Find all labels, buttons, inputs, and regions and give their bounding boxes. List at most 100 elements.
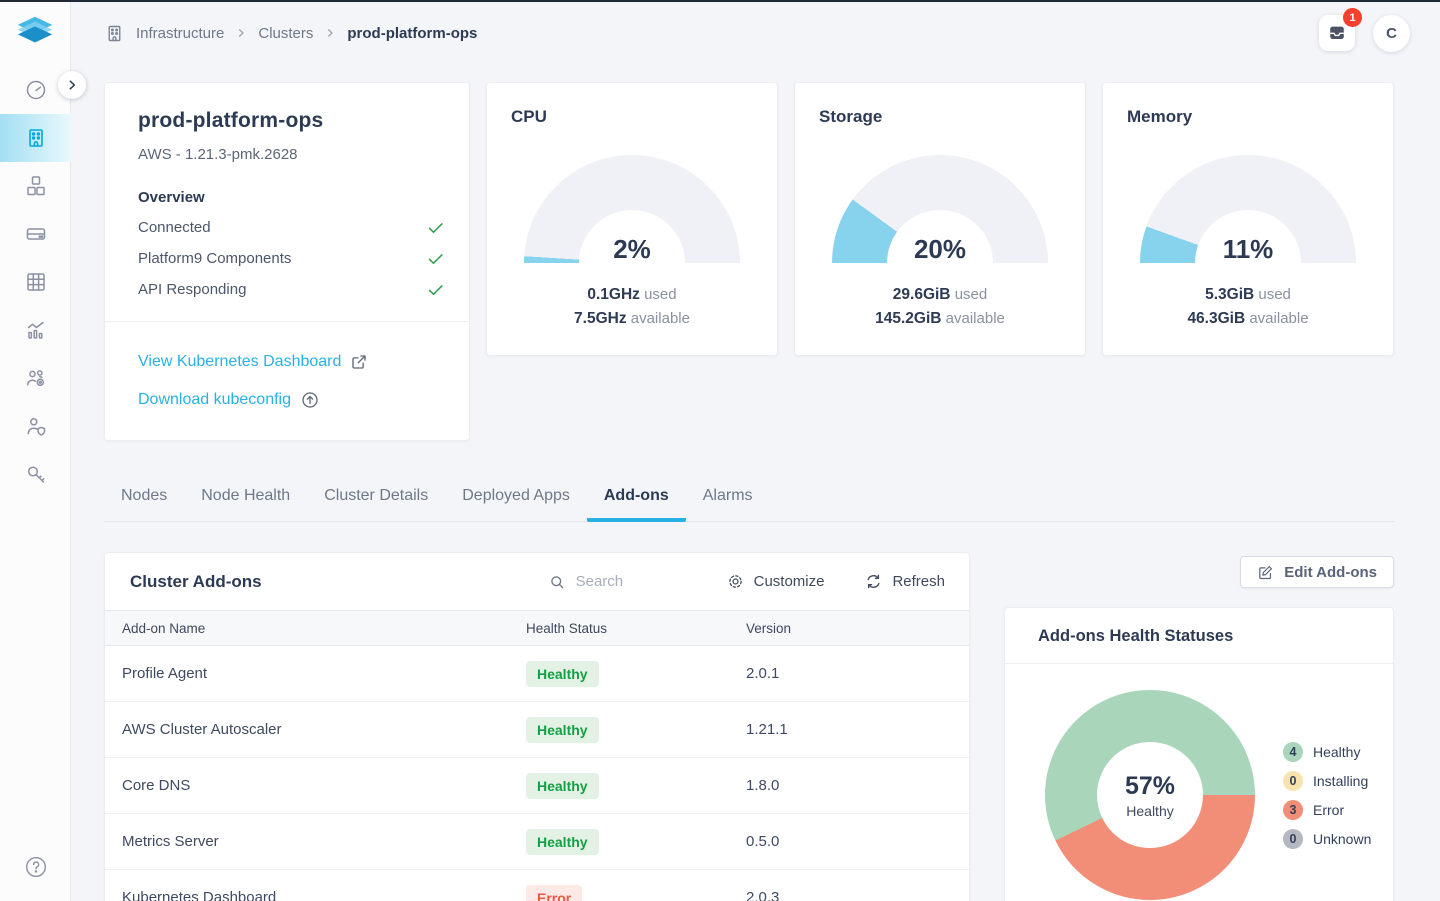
legend-item: 4 Healthy [1283, 741, 1371, 762]
tab-node-health[interactable]: Node Health [201, 487, 291, 504]
check-row-connected: Connected [138, 218, 445, 237]
breadcrumb: Infrastructure Clusters prod-platform-op… [104, 23, 477, 44]
sidebar-item-api-keys[interactable] [0, 450, 71, 498]
donut-percent: 57% [1124, 771, 1176, 800]
download-kubeconfig-link[interactable]: Download kubeconfig [138, 390, 445, 410]
external-link-icon [352, 355, 367, 369]
health-card-title: Add-ons Health Statuses [1005, 608, 1393, 664]
tab-alarms[interactable]: Alarms [702, 487, 753, 504]
search-box[interactable] [548, 573, 686, 591]
semicircle-gauge: 20% [832, 155, 1048, 263]
cluster-subtitle: AWS - 1.21.3-pmk.2628 [138, 146, 298, 163]
tabs: Nodes Node Health Cluster Details Deployed … [104, 477, 1394, 522]
help-icon [25, 856, 46, 878]
resource-gauge-card: Memory 11% 5.3GiB used 46.3GiB available [1102, 82, 1394, 356]
sidebar-item-dashboard[interactable] [0, 66, 71, 114]
health-status-cell: Healthy [526, 660, 746, 687]
column-addon-name[interactable]: Add-on Name [122, 620, 206, 636]
resource-gauge-card: CPU 2% 0.1GHz used 7.5GHz available [486, 82, 778, 356]
sidebar-item-tenants[interactable] [0, 354, 71, 402]
sidebar-expand-button[interactable] [58, 71, 86, 99]
health-donut-chart: 57% Healthy [1045, 690, 1255, 900]
table-row[interactable]: Kubernetes Dashboard Error 2.0.3 [105, 870, 969, 901]
donut-center: 57% Healthy [1097, 742, 1203, 848]
sidebar-item-apps[interactable] [0, 258, 71, 306]
available-label: available [1249, 310, 1309, 327]
table-row[interactable]: AWS Cluster Autoscaler Healthy 1.21.1 [105, 702, 969, 758]
customize-button[interactable]: Customize [726, 572, 824, 591]
tab-cluster-details[interactable]: Cluster Details [324, 487, 429, 504]
table-row[interactable]: Profile Agent Healthy 2.0.1 [105, 646, 969, 702]
refresh-button[interactable]: Refresh [864, 572, 945, 591]
gauge-used-line: 5.3GiB used [1187, 283, 1308, 307]
dashboard-icon [26, 80, 45, 100]
sidebar [0, 2, 71, 901]
health-status-cell: Healthy [526, 772, 746, 799]
semicircle-gauge: 2% [524, 155, 740, 263]
health-status-cell: Healthy [526, 716, 746, 743]
edit-addons-button[interactable]: Edit Add-ons [1240, 556, 1394, 588]
table-row[interactable]: Core DNS Healthy 1.8.0 [105, 758, 969, 814]
sidebar-item-workloads[interactable] [0, 162, 71, 210]
addon-name-cell: Metrics Server [122, 833, 219, 850]
sidebar-item-access[interactable] [0, 402, 71, 450]
user-avatar[interactable]: C [1373, 14, 1410, 52]
gauge-used-line: 0.1GHz used [574, 283, 690, 307]
inbox-tray-icon [1330, 26, 1344, 40]
health-status-cell: Healthy [526, 828, 746, 855]
tab-add-ons[interactable]: Add-ons [586, 477, 686, 522]
gauge-available-line: 46.3GiB available [1187, 307, 1308, 331]
gauge-used-line: 29.6GiB used [875, 283, 1005, 307]
sidebar-item-nodes[interactable] [0, 210, 71, 258]
used-label: used [644, 286, 677, 303]
table-column-header: Add-on Name Health Status Version [105, 610, 969, 646]
overview-heading: Overview [138, 189, 205, 206]
legend-label: Unknown [1313, 830, 1372, 847]
link-label: View Kubernetes Dashboard [138, 353, 342, 370]
main-content: prod-platform-ops AWS - 1.21.3-pmk.2628 … [71, 66, 1440, 901]
available-label: available [630, 310, 690, 327]
view-kubernetes-dashboard-link[interactable]: View Kubernetes Dashboard [138, 353, 445, 371]
search-icon [550, 575, 563, 588]
gear-icon [728, 575, 742, 588]
users-gear-icon [26, 370, 44, 387]
addon-name-cell: Core DNS [122, 777, 191, 794]
used-label: used [1258, 286, 1291, 303]
check-row-platform9-components: Platform9 Components [138, 249, 445, 268]
table-row[interactable]: Metrics Server Healthy 0.5.0 [105, 814, 969, 870]
analytics-chart-icon [27, 321, 44, 339]
cluster-addons-table-card: Cluster Add-ons Customize Refresh Add-on… [104, 552, 970, 901]
sidebar-item-infrastructure[interactable] [0, 114, 71, 162]
cluster-info-card: prod-platform-ops AWS - 1.21.3-pmk.2628 … [104, 82, 470, 441]
app-logo[interactable] [0, 2, 70, 64]
tab-deployed-apps[interactable]: Deployed Apps [462, 487, 570, 504]
window-top-edge [0, 0, 1440, 2]
check-label: Connected [138, 219, 211, 236]
tab-nodes[interactable]: Nodes [121, 487, 168, 504]
legend-label: Installing [1313, 772, 1369, 789]
cluster-title: prod-platform-ops [138, 109, 324, 132]
notifications-button[interactable]: 1 [1319, 8, 1362, 51]
addon-name-cell: AWS Cluster Autoscaler [122, 721, 282, 738]
column-health-status[interactable]: Health Status [526, 620, 608, 636]
refresh-label: Refresh [892, 573, 945, 590]
legend-label: Healthy [1313, 743, 1361, 760]
sidebar-item-help[interactable] [0, 851, 71, 883]
breadcrumb-subsection[interactable]: Clusters [258, 24, 314, 42]
legend-item: 0 Installing [1283, 770, 1371, 791]
divider [105, 321, 469, 322]
legend-item: 3 Error [1283, 799, 1371, 820]
used-value: 0.1GHz [587, 286, 640, 303]
refresh-icon [867, 574, 881, 589]
sidebar-item-monitoring[interactable] [0, 306, 71, 354]
gauge-title: Storage [819, 107, 883, 126]
resource-gauge-card: Storage 20% 29.6GiB used 145.2GiB availa… [794, 82, 1086, 356]
search-input[interactable] [575, 573, 686, 590]
breadcrumb-section[interactable]: Infrastructure [136, 24, 225, 42]
column-version[interactable]: Version [746, 620, 792, 636]
gauge-percent: 2% [613, 234, 651, 263]
check-row-api-responding: API Responding [138, 280, 445, 299]
addon-name-cell: Kubernetes Dashboard [122, 889, 277, 901]
status-badge: Healthy [526, 772, 599, 799]
used-label: used [954, 286, 988, 303]
